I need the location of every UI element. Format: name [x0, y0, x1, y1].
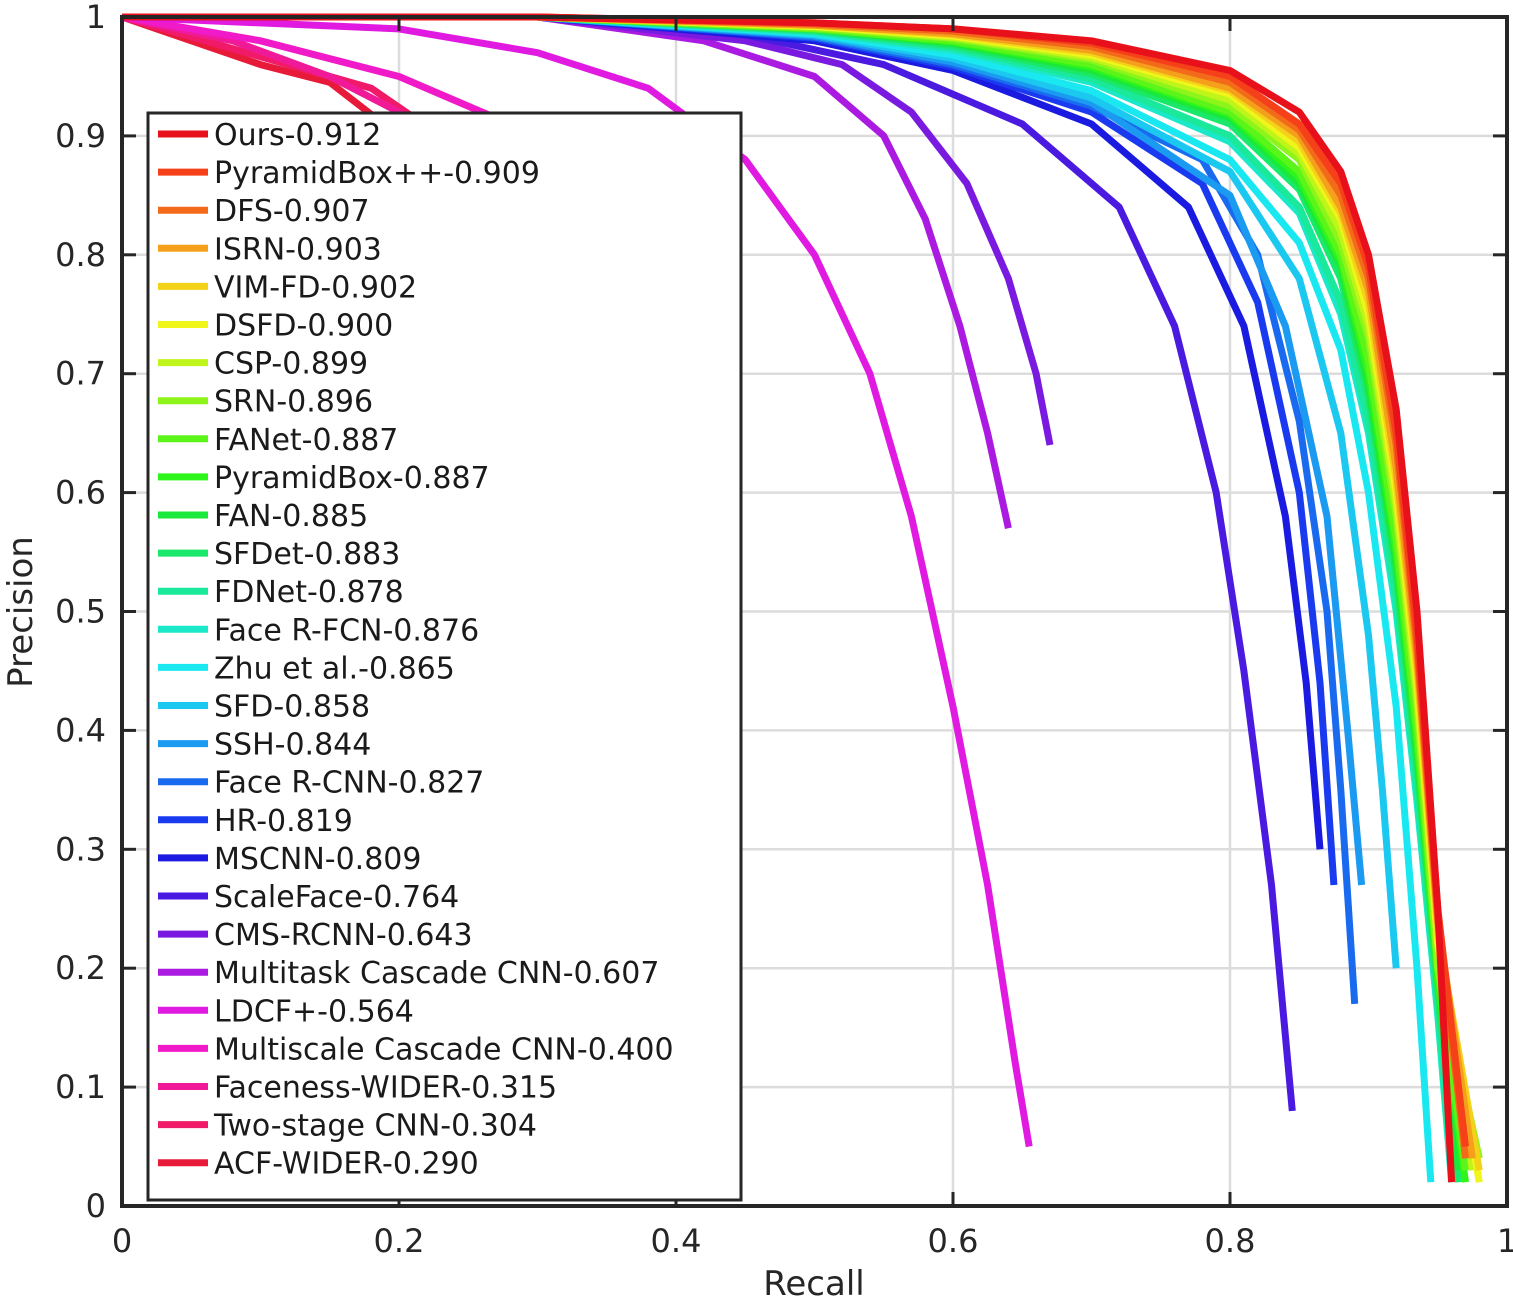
x-axis-label: Recall — [763, 1264, 864, 1301]
series-curves — [120, 13, 1483, 1183]
y-tick-label: 0.5 — [55, 593, 106, 631]
legend-entry: FANet-0.887 — [214, 423, 398, 458]
x-tick-label: 0.4 — [651, 1222, 702, 1260]
legend-entry: Zhu et al.-0.865 — [214, 651, 455, 686]
legend-entry: Faceness-WIDER-0.315 — [214, 1071, 557, 1106]
legend: Ours-0.912PyramidBox++-0.909DFS-0.907ISR… — [146, 111, 743, 1202]
y-tick-label: 0.2 — [55, 949, 106, 987]
legend-entry: VIM-FD-0.902 — [214, 270, 417, 305]
legend-entry: HR-0.819 — [214, 804, 353, 839]
y-tick-label: 0.1 — [55, 1068, 106, 1106]
legend-entry: ScaleFace-0.764 — [214, 880, 459, 915]
y-tick-label: 0.7 — [55, 355, 106, 393]
legend-entry: SRN-0.896 — [214, 385, 373, 420]
x-tick-label: 0 — [112, 1222, 132, 1260]
legend-entry: Face R-FCN-0.876 — [214, 613, 479, 648]
y-tick-label: 1 — [86, 0, 106, 36]
series-line — [121, 13, 1033, 1148]
legend-entry: DSFD-0.900 — [214, 309, 393, 344]
legend-entry: MSCNN-0.809 — [214, 842, 421, 877]
legend-entry: SSH-0.844 — [214, 728, 371, 763]
y-tick-label: 0 — [86, 1187, 106, 1225]
x-tick-label: 1 — [1497, 1222, 1513, 1260]
legend-entry: Two-stage CNN-0.304 — [213, 1109, 537, 1144]
legend-entry: SFDet-0.883 — [214, 537, 400, 572]
legend-entry: Ours-0.912 — [214, 118, 381, 153]
legend-entry: Face R-CNN-0.827 — [214, 766, 484, 801]
x-tick-label: 0.2 — [374, 1222, 425, 1260]
x-tick-label: 0.6 — [928, 1222, 979, 1260]
x-tick-label: 0.8 — [1205, 1222, 1256, 1260]
legend-entry: ACF-WIDER-0.290 — [214, 1147, 479, 1182]
series-line — [122, 13, 1456, 1183]
legend-box — [146, 111, 743, 1202]
legend-entry: Multitask Cascade CNN-0.607 — [214, 956, 659, 991]
legend-entry: CSP-0.899 — [214, 347, 368, 382]
legend-entry: DFS-0.907 — [214, 194, 370, 229]
legend-entry: PyramidBox++-0.909 — [214, 156, 540, 191]
y-tick-label: 0.3 — [55, 830, 106, 868]
y-tick-label: 0.6 — [55, 474, 106, 512]
legend-entry: LDCF+-0.564 — [214, 994, 414, 1029]
y-tick-label: 0.8 — [55, 236, 106, 274]
legend-entry: ISRN-0.903 — [214, 232, 382, 267]
tick-labels: 0 0.2 0.4 0.6 0.8 1 0 0.1 0.2 0.3 0.4 0.5 0.6 0.7 0.8 0… — [55, 0, 1513, 1260]
legend-entry: SFD-0.858 — [214, 690, 370, 725]
y-tick-label: 0.9 — [55, 117, 106, 155]
legend-entry: PyramidBox-0.887 — [214, 461, 490, 496]
legend-entry: CMS-RCNN-0.643 — [214, 918, 473, 953]
legend-entry: Multiscale Cascade CNN-0.400 — [214, 1032, 674, 1067]
legend-entry: FAN-0.885 — [214, 499, 368, 534]
legend-entry: FDNet-0.878 — [214, 575, 404, 610]
y-axis-label: Precision — [1, 536, 41, 688]
plot-frame — [120, 15, 1509, 1208]
y-tick-label: 0.4 — [55, 711, 106, 749]
